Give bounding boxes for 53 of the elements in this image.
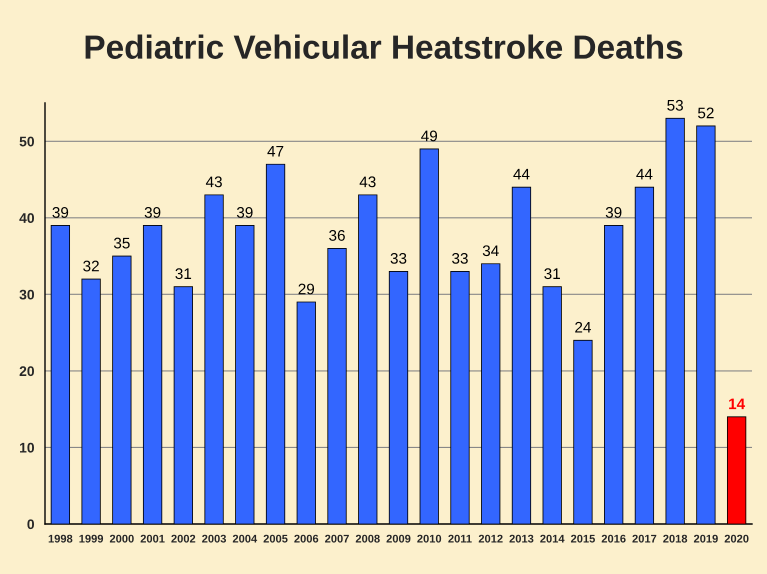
data-label: 29 — [298, 284, 314, 294]
data-label: 35 — [114, 238, 130, 248]
data-label: 44 — [636, 168, 652, 180]
data-label: 47 — [267, 146, 284, 156]
data-label: 43 — [206, 176, 222, 188]
x-tick-label: 2000 — [110, 534, 134, 543]
chart-title: Pediatric Vehicular Heatstroke Deaths — [86, 34, 682, 59]
data-label: 36 — [329, 230, 345, 241]
x-tick-label: 2013 — [509, 534, 534, 543]
x-tick-label: 2020 — [724, 534, 749, 543]
x-tick-label: 1998 — [48, 534, 72, 543]
y-tick-label: 10 — [20, 442, 34, 453]
x-tick-label: 2014 — [540, 534, 564, 543]
x-tick-label: 2011 — [448, 534, 472, 543]
data-label: 33 — [390, 252, 406, 264]
y-tick-label: 30 — [19, 290, 34, 300]
data-label: 34 — [482, 245, 499, 256]
y-tick-label: 40 — [19, 213, 34, 223]
x-tick-label: 2005 — [264, 534, 288, 543]
data-label: 33 — [452, 252, 468, 264]
x-tick-label: 2006 — [294, 534, 318, 543]
y-tick-label: 0 — [27, 519, 34, 530]
data-label: 39 — [144, 207, 160, 218]
data-label: 39 — [52, 207, 68, 218]
x-tick-label: 2003 — [202, 534, 226, 543]
data-label: 43 — [360, 176, 376, 188]
data-label: 14 — [729, 398, 746, 410]
data-label: 32 — [83, 260, 99, 272]
data-label: 24 — [575, 322, 591, 333]
data-label: 44 — [513, 168, 530, 180]
x-tick-label: 2009 — [386, 534, 410, 543]
data-label: 53 — [667, 100, 683, 111]
y-tick-label: 50 — [20, 136, 34, 146]
data-label: 39 — [606, 207, 622, 218]
x-tick-label: 2015 — [570, 534, 595, 543]
data-label: 49 — [421, 130, 438, 142]
x-tick-label: 2002 — [171, 534, 196, 543]
x-tick-label: 2008 — [356, 534, 380, 543]
x-tick-label: 2001 — [140, 534, 165, 543]
y-tick-label: 20 — [20, 366, 34, 376]
x-tick-label: 2004 — [232, 534, 258, 543]
x-tick-label: 2012 — [478, 534, 503, 543]
x-tick-label: 2017 — [632, 534, 656, 543]
data-label: 31 — [175, 268, 192, 280]
data-label: 39 — [236, 207, 253, 218]
x-tick-label: 2007 — [325, 534, 349, 543]
x-tick-label: 2018 — [663, 534, 688, 543]
x-tick-label: 1999 — [79, 534, 104, 543]
data-label: 31 — [544, 268, 560, 280]
data-label: 52 — [698, 108, 714, 118]
x-tick-label: 2010 — [417, 534, 442, 543]
x-tick-label: 2016 — [602, 534, 626, 543]
x-tick-label: 2019 — [694, 534, 718, 543]
